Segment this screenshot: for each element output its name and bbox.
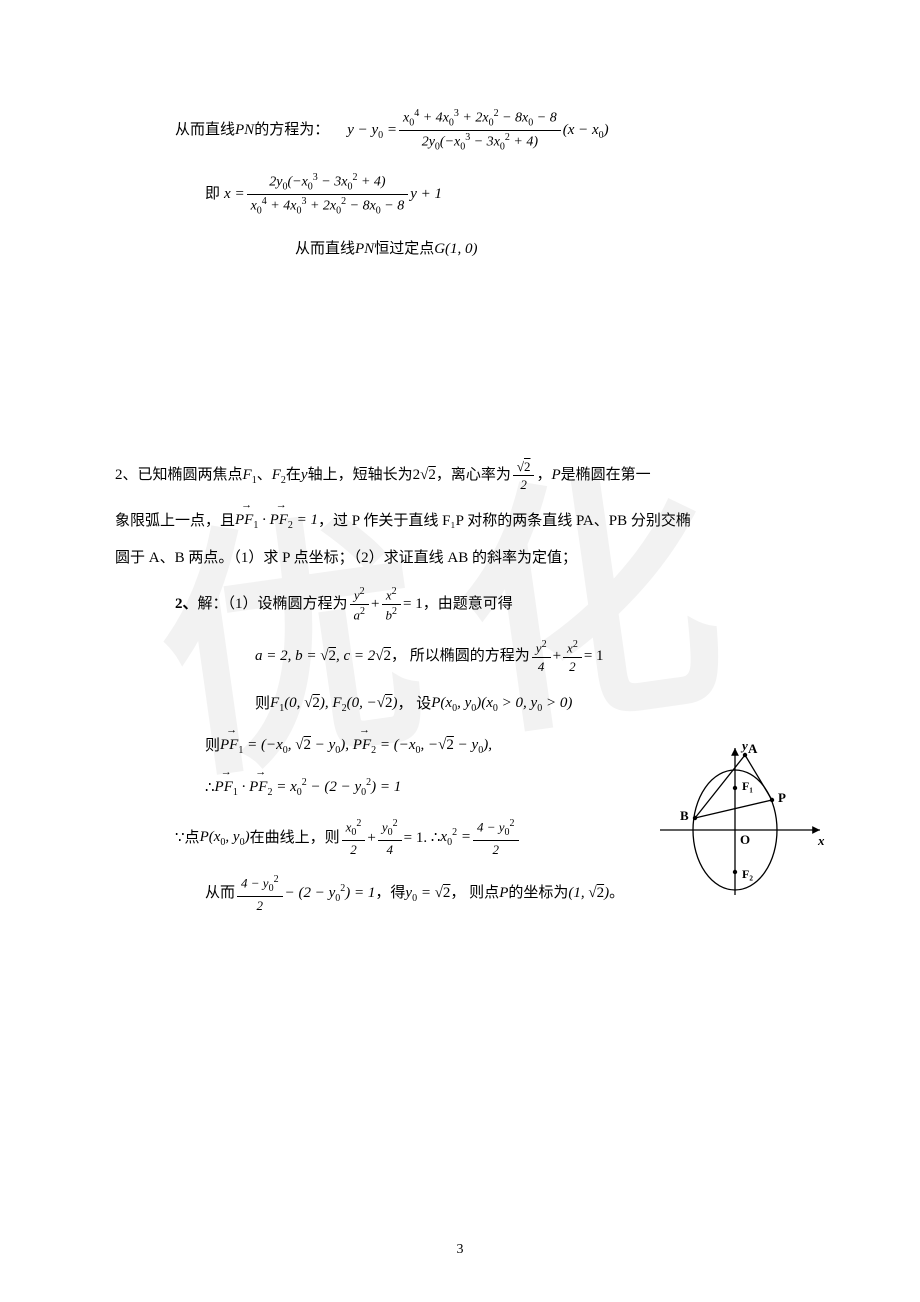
p2-y: y <box>301 462 308 489</box>
s2-l4pf: PF1 = (−x0, √2 − y0), PF2 = (−x0, −√2 − … <box>220 732 492 760</box>
s2-line1: 2、 解：（1）设椭圆方程为 y2 a2 + x2 b2 = 1，由题意可得 <box>115 586 805 623</box>
s2-l6p1: + <box>367 825 375 852</box>
s2-l6f2: y02 4 <box>378 818 402 858</box>
p2-sep1: 、 <box>257 462 272 489</box>
b1-l2-prefix: 即 <box>205 181 220 208</box>
s2-l5a: ∴ <box>205 775 215 802</box>
s2-ell1: y2 a2 <box>350 586 370 623</box>
s2-l3a: 则 <box>255 691 270 718</box>
s2-l7m1b: ，得 <box>375 880 405 907</box>
p2-label: 2、 <box>115 462 138 489</box>
s2-l6a0: ∵ <box>175 825 185 852</box>
s2-l7m2: ， 则点 <box>450 880 499 907</box>
p2-line2: 象限弧上一点，且 PF1 · PF2 = 1 ，过 P 作关于直线 F₁P 对称… <box>115 507 805 535</box>
fig-label-B: B <box>680 808 689 823</box>
b1-l1-prefix: 从而直线 <box>175 117 235 144</box>
s2-line3: 则 F1(0, √2), F2(0, −√2) ， 设 P(x0, y0)(x0… <box>115 690 805 718</box>
p2-short: 2√2 <box>413 462 436 489</box>
s2-l7a: 从而 <box>205 880 235 907</box>
s2-ell3: y2 4 <box>532 639 551 675</box>
s2-eq1t: = 1，由题意可得 <box>403 591 513 618</box>
b1-l3-pt: G(1, 0) <box>434 236 477 263</box>
p2-ti: 圆于 A、B 两点。（1）求 P 点坐标；（2）求证直线 AB 的斜率为定值； <box>115 550 577 566</box>
b1-eq2-lhs: x = <box>224 181 245 208</box>
gap <box>115 271 805 451</box>
s2-l6m: = 1. ∴ <box>404 825 441 852</box>
s2-ell4: x2 2 <box>563 639 582 675</box>
fig-label-F2: F₂ <box>742 867 753 881</box>
p2-te: ， <box>536 462 551 489</box>
s2-l7y0: y0 = √2 <box>405 880 450 908</box>
p2-ta: 已知椭圆两焦点 <box>138 462 243 489</box>
p2-f2: F2 <box>272 462 286 490</box>
s2-plus2: + <box>553 643 561 670</box>
fig-label-P: P <box>778 790 786 805</box>
s2-l7P: P <box>499 880 508 907</box>
s2-label: 2、 <box>175 591 198 618</box>
s2-l7pt: (1, √2) <box>568 880 609 907</box>
s2-l7end: 。 <box>609 880 624 907</box>
s2-l6b: 在曲线上，则 <box>250 825 340 852</box>
fig-label-y: y <box>740 740 748 753</box>
b1-line3: 从而直线 PN 恒过定点 G(1, 0) <box>115 236 805 263</box>
b1-l3-pn: PN <box>355 236 374 263</box>
s2-l7m3: 的坐标为 <box>508 880 568 907</box>
p2-th: ，过 P 作关于直线 F₁P 对称的两条直线 PA、PB 分别交椭 <box>318 508 691 535</box>
s2-abc: a = 2, b = √2, c = 2√2 <box>255 643 391 670</box>
b1-line2: 即 x = 2y0(−x03 − 3x02 + 4) x04 + 4x03 + … <box>115 172 805 218</box>
s2-l3F: F1(0, √2), F2(0, −√2) <box>270 690 397 718</box>
b1-eq1-tail: (x − x0) <box>563 117 609 145</box>
ellipse-figure: y x O A B P F₁ F₂ <box>650 740 830 900</box>
p2-line3: 圆于 A、B 两点。（1）求 P 点坐标；（2）求证直线 AB 的斜率为定值； <box>115 545 805 572</box>
p2-tg: 象限弧上一点，且 <box>115 508 235 535</box>
p2-tb: 在 <box>286 462 301 489</box>
s2-l5e: PF1 · PF2 = x02 − (2 − y02) = 1 <box>215 774 402 802</box>
s2-l6a: 点 <box>185 825 200 852</box>
s2-l6f3: 4 − y02 2 <box>473 818 519 858</box>
b1-eq2-tail: y + 1 <box>410 181 442 208</box>
p2-P: P <box>552 462 561 489</box>
s2-plus1: + <box>371 591 379 618</box>
s2-l3b: ， 设 <box>397 691 431 718</box>
page-number: 3 <box>0 1237 920 1262</box>
s2-l7f1: 4 − y02 2 <box>237 874 283 914</box>
b1-eq1-lhs: y − y0 = <box>347 117 397 145</box>
s2-ta: 解：（1）设椭圆方程为 <box>198 591 348 618</box>
s2-l6f1: x02 2 <box>342 818 366 858</box>
p2-tc: 轴上，短轴长为 <box>308 462 413 489</box>
p2-dot: PF1 · PF2 = 1 <box>235 507 318 535</box>
p2-td: ，离心率为 <box>436 462 511 489</box>
fig-label-O: O <box>740 832 750 847</box>
s2-ell2: x2 b2 <box>382 586 402 623</box>
s2-ellt: = 1 <box>584 643 604 670</box>
s2-l2m: ， 所以椭圆的方程为 <box>391 643 530 670</box>
b1-l3-prefix: 从而直线 <box>295 236 355 263</box>
fig-label-x: x <box>817 833 825 848</box>
p2-tf: 是椭圆在第一 <box>561 462 651 489</box>
s2-l6lhs: x02 = <box>440 824 471 852</box>
b1-l1-pn: PN <box>235 117 254 144</box>
fig-label-F1: F₁ <box>742 779 753 793</box>
s2-l4a: 则 <box>205 733 220 760</box>
p2-f1: F1 <box>243 462 257 490</box>
b1-l3-mid: 恒过定点 <box>374 236 434 263</box>
page-container: 优化 从而直线 PN 的方程为： y − y0 = x04 + 4x03 + 2… <box>0 0 920 1302</box>
b1-l1-mid: 的方程为： <box>254 117 329 144</box>
b1-eq2-frac: 2y0(−x03 − 3x02 + 4) x04 + 4x03 + 2x02 −… <box>247 172 409 218</box>
s2-line2: a = 2, b = √2, c = 2√2 ， 所以椭圆的方程为 y2 4 +… <box>115 639 805 675</box>
fig-label-A: A <box>748 741 758 756</box>
p2-ecc: √2 2 <box>513 459 535 493</box>
s2-l7m1: − (2 − y02) = 1 <box>285 880 376 908</box>
s2-l3P: P(x0, y0)(x0 > 0, y0 > 0) <box>431 690 572 718</box>
s2-l6P: P(x0, y0) <box>200 824 250 852</box>
b1-eq1-frac: x04 + 4x03 + 2x02 − 8x0 − 8 2y0(−x03 − 3… <box>399 108 561 154</box>
p2-line1: 2、 已知椭圆两焦点 F1 、 F2 在 y 轴上，短轴长为 2√2 ，离心率为… <box>115 459 805 493</box>
b1-line1: 从而直线 PN 的方程为： y − y0 = x04 + 4x03 + 2x02… <box>115 108 805 154</box>
